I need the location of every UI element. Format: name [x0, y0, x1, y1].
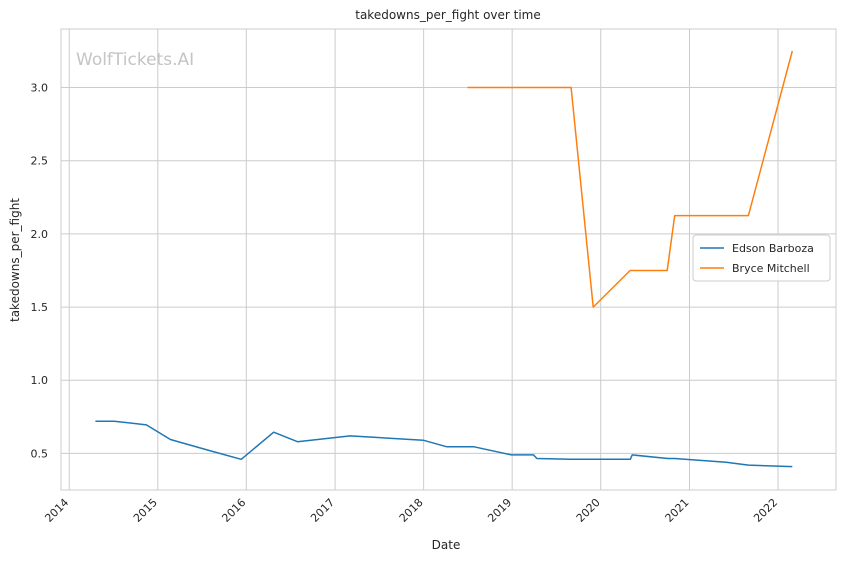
legend-label-1: Bryce Mitchell [732, 262, 810, 275]
legend: Edson Barboza Bryce Mitchell [692, 234, 831, 282]
legend-box [692, 234, 831, 282]
x-tick-label: 2020 [574, 496, 603, 525]
y-tick-label: 3.0 [31, 82, 49, 95]
series-line-0 [95, 420, 793, 468]
series-line-1 [467, 50, 794, 308]
y-tick-label: 1.5 [31, 301, 49, 314]
x-tick-labels: 2014 2015 2016 2017 2018 2019 2020 2021 2022 [42, 496, 780, 525]
x-tick-label: 2017 [308, 496, 337, 525]
y-tick-label: 2.0 [31, 228, 49, 241]
x-tick-label: 2022 [751, 496, 780, 525]
y-tick-label: 2.5 [31, 155, 49, 168]
x-tick-label: 2018 [397, 496, 426, 525]
chart-title: takedowns_per_fight over time [355, 8, 541, 22]
x-tick-label: 2019 [485, 496, 514, 525]
series-layer [95, 50, 794, 468]
y-tick-labels: 0.5 1.0 1.5 2.0 2.5 3.0 [31, 82, 49, 461]
legend-label-0: Edson Barboza [732, 242, 814, 255]
x-tick-label: 2015 [131, 496, 160, 525]
y-tick-label: 0.5 [31, 447, 49, 460]
y-axis-label: takedowns_per_fight [8, 198, 22, 322]
x-tick-label: 2021 [663, 496, 692, 525]
x-tick-label: 2016 [219, 496, 248, 525]
watermark: WolfTickets.AI [76, 50, 194, 70]
x-axis-label: Date [432, 538, 461, 552]
y-tick-label: 1.0 [31, 374, 49, 387]
x-tick-label: 2014 [42, 496, 71, 525]
